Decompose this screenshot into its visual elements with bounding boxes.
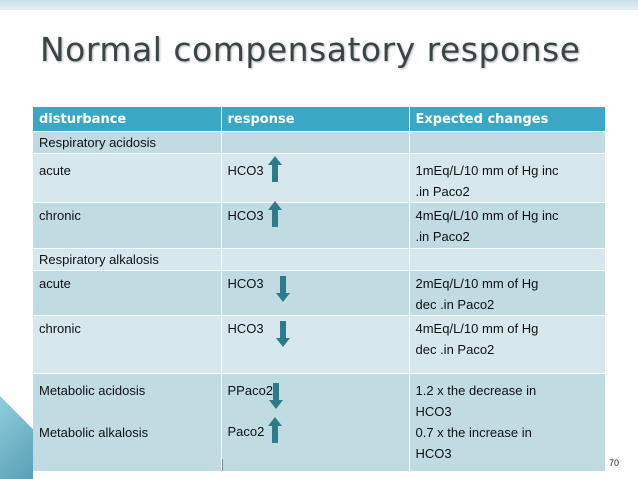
top-banner — [0, 0, 638, 10]
acidosis-change-line2: HCO3 — [415, 404, 452, 419]
alkalosis-response-text: Paco2 — [227, 424, 265, 439]
response-cell: HCO3 — [221, 315, 410, 374]
change-cell: 1.2 x the decrease in HCO3 0.7 x the inc… — [409, 373, 606, 472]
disturbance-text: acute — [39, 276, 71, 291]
change-cell — [409, 131, 606, 154]
response-text: HCO3 — [227, 208, 264, 223]
change-cell: 4mEq/L/10 mm of Hg dec .in Paco2 — [409, 315, 606, 374]
disturbance-text: chronic — [39, 321, 81, 336]
alkalosis-change-line1: 0.7 x the increase in — [415, 425, 532, 440]
change-text-line1: 4mEq/L/10 mm of Hg — [415, 321, 539, 336]
table-row: Respiratory acidosis — [33, 131, 606, 154]
change-text-line1: 2mEq/L/10 mm of Hg — [415, 276, 539, 291]
disturbance-cell: Respiratory acidosis — [33, 131, 222, 154]
change-cell — [409, 248, 606, 271]
header-response: response — [221, 107, 410, 132]
divider-tick — [222, 459, 223, 471]
disturbance-cell: acute — [33, 270, 222, 316]
response-cell — [221, 248, 410, 271]
change-cell: 2mEq/L/10 mm of Hg dec .in Paco2 — [409, 270, 606, 316]
metabolic-alkalosis-label: Metabolic alkalosis — [39, 425, 149, 440]
disturbance-text: chronic — [39, 208, 81, 223]
table-row: acute HCO3 2mEq/L/10 mm of Hg dec .in Pa… — [33, 270, 606, 316]
change-text-line2: .in Paco2 — [415, 229, 470, 244]
table-row: acute HCO3 1mEq/L/10 mm of Hg inc .in Pa… — [33, 153, 606, 203]
disturbance-text: Respiratory acidosis — [39, 135, 157, 150]
disturbance-cell: chronic — [33, 315, 222, 374]
response-cell — [221, 131, 410, 154]
header-expected-changes: Expected changes — [409, 107, 606, 132]
arrow-down-icon — [269, 383, 284, 409]
acidosis-response-text: PPaco2 — [227, 383, 274, 398]
arrow-up-icon — [267, 201, 282, 227]
acidosis-change-line1: 1.2 x the decrease in — [415, 383, 537, 398]
corner-decoration — [0, 396, 33, 479]
table-row: chronic HCO3 4mEq/L/10 mm of Hg dec .in … — [33, 315, 606, 374]
change-cell: 1mEq/L/10 mm of Hg inc .in Paco2 — [409, 153, 606, 203]
disturbance-cell: chronic — [33, 202, 222, 249]
change-text-line2: .in Paco2 — [415, 184, 470, 199]
response-text: HCO3 — [227, 163, 264, 178]
disturbance-text: acute — [39, 163, 71, 178]
change-text-line2: dec .in Paco2 — [415, 297, 495, 312]
slide-title: Normal compensatory response — [40, 30, 581, 69]
response-text: HCO3 — [227, 276, 264, 291]
change-cell: 4mEq/L/10 mm of Hg inc .in Paco2 — [409, 202, 606, 249]
disturbance-cell: acute — [33, 153, 222, 203]
page-number: 70 — [609, 458, 620, 468]
change-text-line1: 1mEq/L/10 mm of Hg inc — [415, 163, 559, 178]
response-text: HCO3 — [227, 321, 264, 336]
disturbance-text: Respiratory alkalosis — [39, 252, 159, 267]
arrow-down-icon — [275, 321, 290, 347]
compensation-table: disturbance response Expected changes Re… — [33, 107, 606, 472]
table-header-row: disturbance response Expected changes — [33, 107, 606, 132]
arrow-up-icon — [268, 417, 283, 443]
change-text-line1: 4mEq/L/10 mm of Hg inc — [415, 208, 559, 223]
disturbance-cell: Metabolic acidosis Metabolic alkalosis — [33, 373, 222, 472]
header-disturbance: disturbance — [33, 107, 222, 132]
response-cell: HCO3 — [221, 201, 410, 249]
disturbance-cell: Respiratory alkalosis — [33, 248, 222, 271]
table-row: chronic HCO3 4mEq/L/10 mm of Hg inc .in … — [33, 201, 606, 249]
arrow-down-icon — [275, 276, 290, 302]
table-row: Respiratory alkalosis — [33, 248, 606, 271]
change-text-line2: dec .in Paco2 — [415, 342, 495, 357]
alkalosis-change-line2: HCO3 — [415, 446, 452, 461]
metabolic-acidosis-label: Metabolic acidosis — [39, 383, 146, 398]
response-cell: HCO3 — [221, 153, 410, 203]
arrow-up-icon — [267, 156, 282, 182]
response-cell: HCO3 — [221, 270, 410, 316]
response-cell: PPaco2 Paco2 — [221, 373, 410, 472]
table-row-metabolic: Metabolic acidosis Metabolic alkalosis P… — [33, 373, 606, 472]
